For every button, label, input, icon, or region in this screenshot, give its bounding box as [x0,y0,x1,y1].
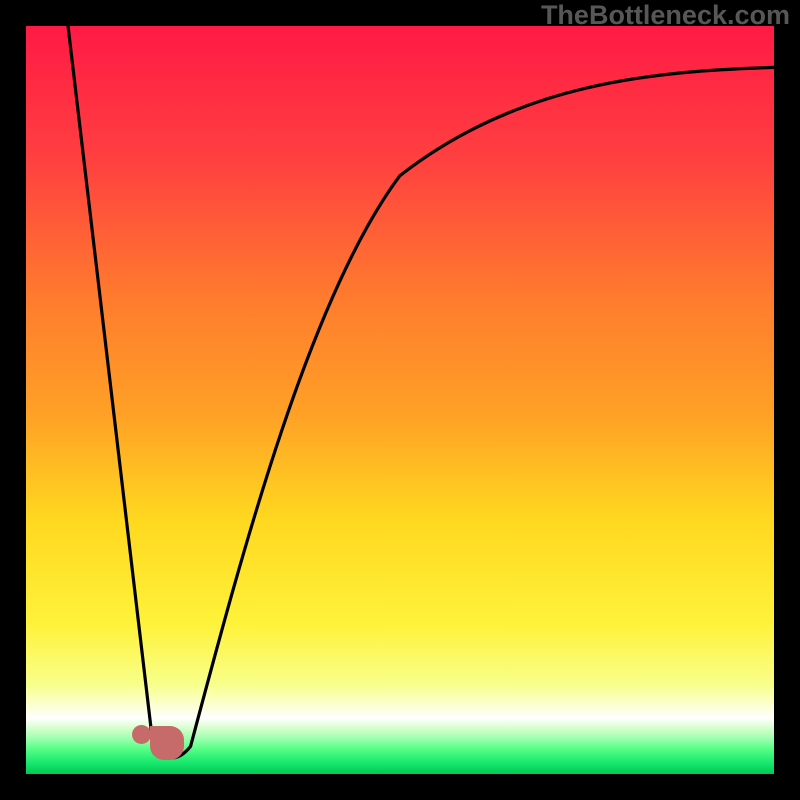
watermark-text: TheBottleneck.com [541,0,790,31]
curve-path [67,26,774,758]
plot-area [26,26,774,774]
bottleneck-chart: TheBottleneck.com [0,0,800,800]
marker-pill [150,726,184,760]
bottleneck-curve [26,26,774,774]
marker-dot [132,725,151,744]
